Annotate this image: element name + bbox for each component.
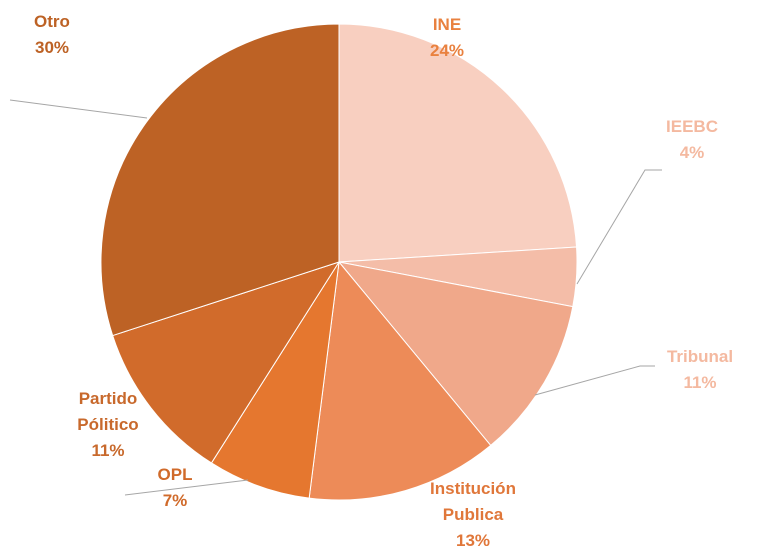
value-label: 24%	[429, 41, 465, 60]
leader-line	[576, 169, 662, 285]
leader-line	[124, 479, 249, 496]
leader-line	[534, 365, 655, 396]
slice-label: Institución Publica 13%	[408, 476, 538, 554]
value-label: 11%	[91, 441, 125, 460]
pie-slice	[338, 23, 578, 263]
category-label: Tribunal	[666, 347, 734, 366]
leader-line	[9, 99, 148, 119]
value-label: 7%	[162, 491, 188, 510]
slice-label: Tribunal 11%	[645, 344, 755, 396]
slice-label: INE 24%	[407, 12, 487, 64]
pie-slice	[308, 260, 492, 501]
value-label: 4%	[679, 143, 705, 162]
category-label: INE	[432, 15, 462, 34]
pie-slice	[210, 261, 340, 499]
slice-label: Partido Pólitico 11%	[63, 386, 153, 464]
category-label: OPL	[157, 465, 193, 484]
slice-label: IEEBC 4%	[652, 114, 732, 166]
category-label: Institución Publica	[430, 479, 516, 524]
pie-slice	[112, 261, 341, 464]
category-label: IEEBC	[666, 117, 718, 136]
category-label: Otro	[34, 12, 70, 31]
value-label: 11%	[683, 373, 717, 392]
pie-slice	[337, 261, 574, 447]
value-label: 30%	[34, 38, 70, 57]
slice-label: Otro 30%	[22, 9, 82, 61]
slice-label: OPL 7%	[145, 462, 205, 514]
category-label: Partido Pólitico	[77, 389, 139, 434]
value-label: 13%	[455, 531, 491, 550]
pie-slice	[100, 23, 340, 337]
